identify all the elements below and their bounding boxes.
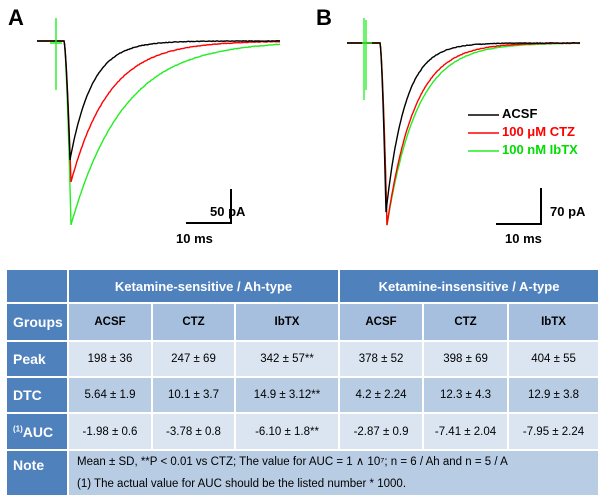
group-header-ah: Ketamine-sensitive / Ah-type [68,269,339,303]
results-table: Ketamine-sensitive / Ah-type Ketamine-in… [5,268,600,497]
cell: ACSF [339,303,423,341]
cell: IbTX [508,303,599,341]
scale-bar-y-label-b: 70 pA [550,204,585,219]
table-row-dtc: DTC 5.64 ± 1.9 10.1 ± 3.7 14.9 ± 3.12** … [6,377,599,413]
row-label: DTC [6,377,68,413]
cell: 10.1 ± 3.7 [152,377,235,413]
row-label: Peak [6,341,68,377]
cell: 398 ± 69 [423,341,508,377]
table-row-groups: Groups ACSF CTZ IbTX ACSF CTZ IbTX [6,303,599,341]
cell: 14.9 ± 3.12** [235,377,339,413]
row-label-superscript: (1) [13,424,23,433]
panel-label-a: A [8,5,24,31]
cell: 5.64 ± 1.9 [68,377,152,413]
cell: 12.3 ± 4.3 [423,377,508,413]
cell: -3.78 ± 0.8 [152,413,235,450]
legend-acsf: ACSF [502,106,537,121]
corner-cell [6,269,68,303]
row-label: Note [6,450,68,496]
trace-ibtx-a [37,41,280,225]
scale-bar-b [496,188,541,224]
cell: -7.41 ± 2.04 [423,413,508,450]
group-header-a: Ketamine-insensitive / A-type [339,269,599,303]
cell: CTZ [152,303,235,341]
cell: 198 ± 36 [68,341,152,377]
legend-ctz: 100 μM CTZ [502,124,575,139]
cell: 247 ± 69 [152,341,235,377]
note-cell: Mean ± SD, **P < 0.01 vs CTZ; The value … [68,450,599,496]
cell: IbTX [235,303,339,341]
panel-label-b: B [316,5,332,31]
scale-bar-x-label-b: 10 ms [505,231,542,246]
trace-acsf-a [37,41,280,160]
cell: 12.9 ± 3.8 [508,377,599,413]
table-row-peak: Peak 198 ± 36 247 ± 69 342 ± 57** 378 ± … [6,341,599,377]
cell: 4.2 ± 2.24 [339,377,423,413]
stimulus-artifact-b [362,18,372,100]
stimulus-artifact-a [50,18,62,90]
row-label-text: AUC [23,424,53,440]
row-label: (1)AUC [6,413,68,450]
row-label: Groups [6,303,68,341]
cell: -7.95 ± 2.24 [508,413,599,450]
table-row-note: Note Mean ± SD, **P < 0.01 vs CTZ; The v… [6,450,599,496]
cell: -1.98 ± 0.6 [68,413,152,450]
cell: 404 ± 55 [508,341,599,377]
scale-bar-x-label-a: 10 ms [176,231,213,246]
legend-ibtx: 100 nM IbTX [502,142,578,157]
cell: CTZ [423,303,508,341]
cell: -2.87 ± 0.9 [339,413,423,450]
scale-bar-y-label-a: 50 pA [210,204,245,219]
cell: 378 ± 52 [339,341,423,377]
cell: 342 ± 57** [235,341,339,377]
cell: -6.10 ± 1.8** [235,413,339,450]
cell: ACSF [68,303,152,341]
table-row-auc: (1)AUC -1.98 ± 0.6 -3.78 ± 0.8 -6.10 ± 1… [6,413,599,450]
trace-ctz-a [37,41,280,182]
note-line-1: Mean ± SD, **P < 0.01 vs CTZ; The value … [77,451,598,473]
